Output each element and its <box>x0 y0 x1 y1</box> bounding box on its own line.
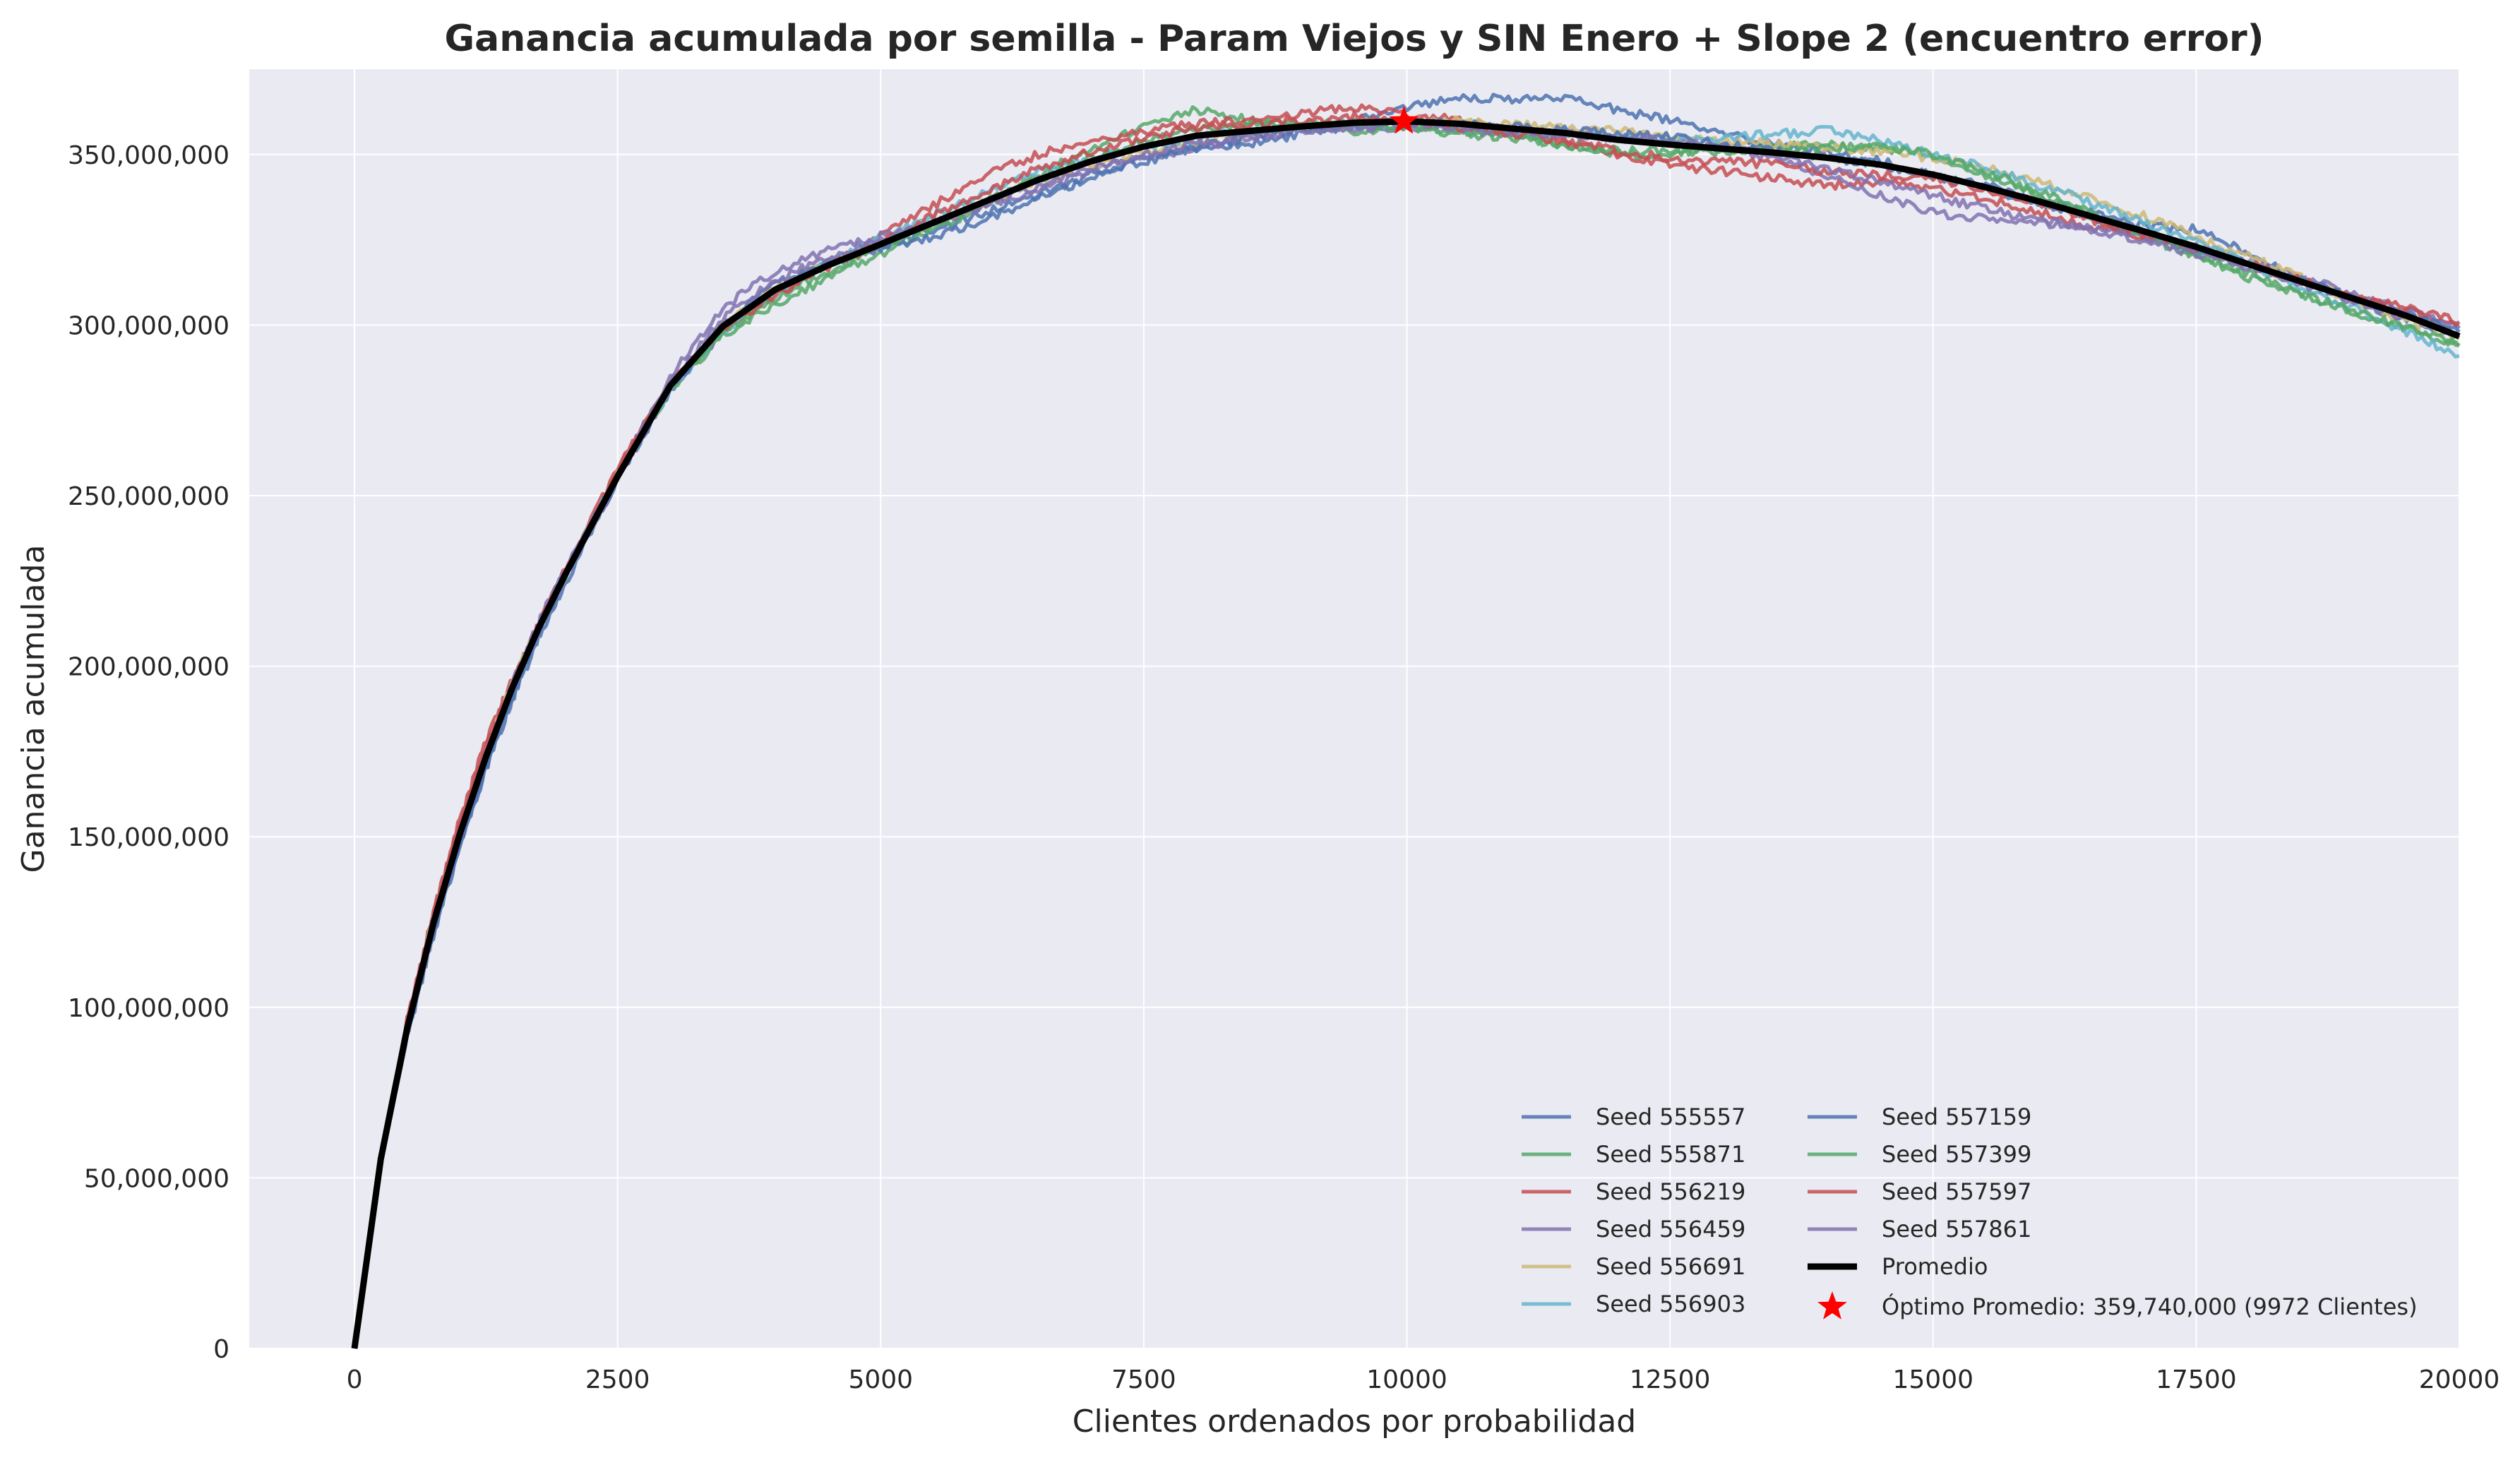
y-axis-title: Ganancia acumulada <box>16 544 52 873</box>
legend-label: Promedio <box>1882 1253 1988 1280</box>
x-tick-label: 17500 <box>2156 1365 2237 1394</box>
y-axis: 0 50,000,000 100,000,000 150,000,000 200,000… <box>68 141 229 1364</box>
series-line-promedio <box>351 118 2461 1349</box>
y-tick-label: 300,000,000 <box>68 311 229 340</box>
x-tick-label: 5000 <box>848 1365 913 1394</box>
x-axis-title: Clientes ordenados por probabilidad <box>1073 1404 1636 1440</box>
y-tick-label: 100,000,000 <box>68 994 229 1023</box>
legend-optimum-label: Óptimo Promedio: 359,740,000 (9972 Clien… <box>1882 1293 2418 1320</box>
legend-label: Seed 555557 <box>1596 1103 1745 1130</box>
legend-label: Seed 557159 <box>1882 1103 2031 1130</box>
grid <box>249 69 2460 1349</box>
x-tick-label: 12500 <box>1630 1365 1711 1394</box>
optimum-star-marker <box>1389 105 1419 134</box>
series-layer <box>351 92 2461 1349</box>
y-tick-label: 0 <box>213 1335 229 1364</box>
x-tick-label: 0 <box>347 1365 363 1394</box>
y-tick-label: 250,000,000 <box>68 482 229 511</box>
legend: Seed 555557 Seed 555871 Seed 556219 Seed 55… <box>1522 1103 2418 1320</box>
x-tick-label: 10000 <box>1366 1365 1447 1394</box>
x-tick-label: 7500 <box>1111 1365 1176 1394</box>
y-tick-label: 50,000,000 <box>84 1164 229 1193</box>
legend-optimum-star <box>1817 1291 1847 1320</box>
y-tick-label: 150,000,000 <box>68 823 229 852</box>
legend-label: Seed 555871 <box>1596 1141 1745 1168</box>
x-tick-label: 2500 <box>585 1365 650 1394</box>
legend-label: Seed 556459 <box>1596 1216 1745 1243</box>
legend-label: Seed 556903 <box>1596 1291 1745 1317</box>
legend-label: Seed 557597 <box>1882 1178 2031 1205</box>
legend-label: Seed 557399 <box>1882 1141 2031 1168</box>
legend-label: Seed 557861 <box>1882 1216 2031 1243</box>
legend-label: Seed 556691 <box>1596 1253 1745 1280</box>
x-axis: 0 2500 5000 7500 10000 12500 15000 17500 20000 <box>347 1365 2500 1394</box>
x-tick-label: 20000 <box>2419 1365 2500 1394</box>
y-tick-label: 200,000,000 <box>68 653 229 682</box>
plot-area <box>249 69 2459 1348</box>
x-tick-label: 15000 <box>1892 1365 1973 1394</box>
legend-label: Seed 556219 <box>1596 1178 1745 1205</box>
y-tick-label: 350,000,000 <box>68 141 229 170</box>
chart-title: Ganancia acumulada por semilla - Param V… <box>445 18 2264 60</box>
